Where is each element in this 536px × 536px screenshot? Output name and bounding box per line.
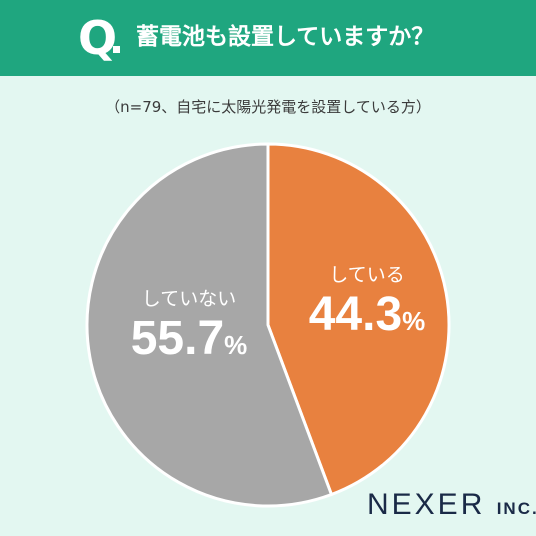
q-mark: Q <box>78 11 118 65</box>
pie-slice-yes <box>266 142 451 497</box>
brand-suffix: INC. <box>496 499 536 518</box>
brand-name: NEXER <box>367 488 486 521</box>
slice-value-yes: 44.3% <box>302 288 432 348</box>
slice-value-no: 55.7% <box>124 312 254 372</box>
slice-label-no: していない 55.7% <box>124 286 254 372</box>
question-header: Q 蓄電池も設置していますか？ <box>0 0 536 76</box>
slice-number-no: 55.7 <box>130 312 225 365</box>
slice-name-no: していない <box>141 288 237 310</box>
question-text: 蓄電池も設置していますか？ <box>136 24 435 50</box>
slice-unit-yes: % <box>402 306 426 336</box>
sample-note: （n=79、自宅に太陽光発電を設置している方） <box>105 98 431 116</box>
pie-slice-no <box>85 142 333 508</box>
slice-number-yes: 44.3 <box>308 288 403 341</box>
slice-name-yes: している <box>329 264 405 286</box>
slice-unit-no: % <box>224 330 248 360</box>
nexer-logo: NEXER INC. <box>367 487 536 527</box>
slice-label-yes: している 44.3% <box>302 262 432 348</box>
q-mark-dot <box>113 46 120 53</box>
